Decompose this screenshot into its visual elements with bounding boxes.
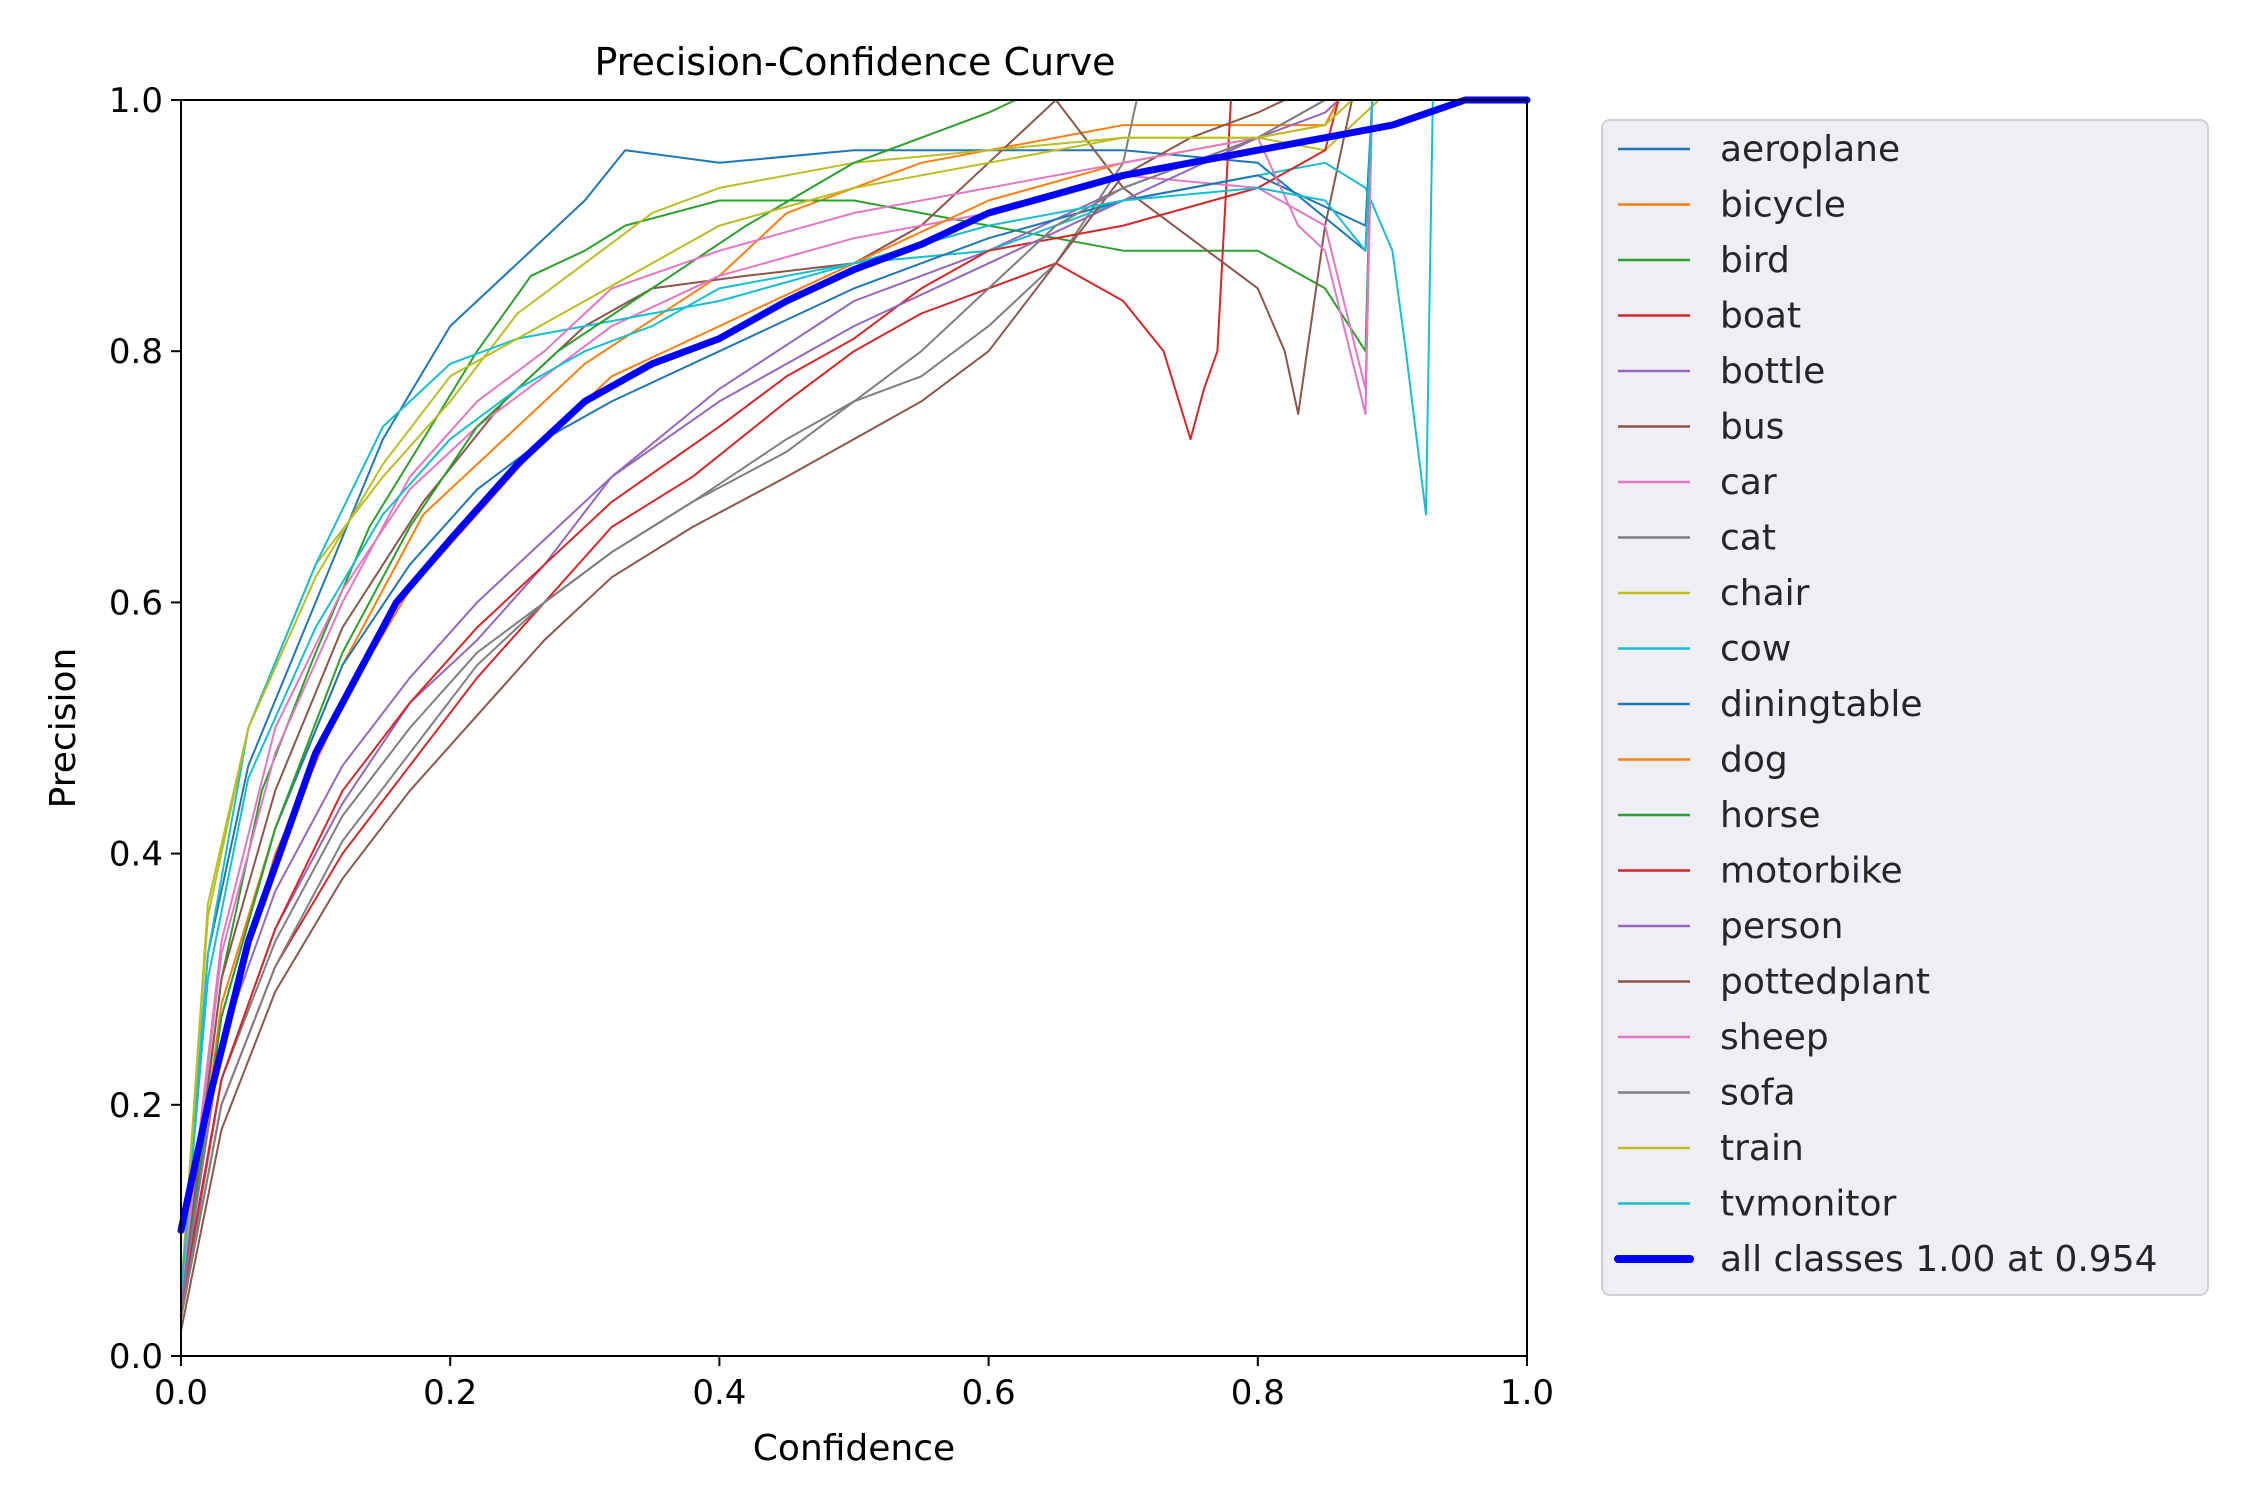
x-tick-label: 0.8: [1231, 1373, 1285, 1413]
legend-box: [1601, 119, 2209, 1296]
legend-label: chair: [1720, 573, 1810, 614]
legend-label: bird: [1720, 240, 1790, 281]
legend-label: sofa: [1720, 1073, 1796, 1114]
y-tick-label: 0.8: [109, 332, 163, 372]
plot-lines: [177, 96, 1531, 1332]
series-line-bird: [180, 99, 1528, 1295]
legend-label: diningtable: [1720, 684, 1923, 725]
plot-frame: [180, 99, 1528, 1357]
series-line-train: [180, 99, 1528, 1295]
legend-label: pottedplant: [1720, 962, 1930, 1003]
y-axis-label: Precision: [43, 648, 84, 809]
series-line-motorbike: [180, 99, 1528, 1307]
legend-label: person: [1720, 906, 1843, 947]
legend-label: aeroplane: [1720, 129, 1900, 170]
legend-label: cat: [1720, 518, 1776, 559]
legend-label: bottle: [1720, 351, 1825, 392]
legend-label: horse: [1720, 795, 1821, 836]
y-tick-label: 0.4: [109, 835, 163, 875]
y-tick-label: 0.6: [109, 583, 163, 623]
legend-label: bus: [1720, 407, 1784, 448]
x-tick-label: 1.0: [1500, 1373, 1554, 1413]
series-line-boat: [180, 99, 1528, 1320]
legend-label: boat: [1720, 296, 1801, 337]
series-line-sheep: [180, 99, 1528, 1295]
x-tick-label: 0.6: [962, 1373, 1016, 1413]
series-line-horse: [180, 99, 1528, 1307]
x-tick-label: 0.0: [154, 1373, 208, 1413]
y-tick-label: 0.2: [109, 1086, 163, 1126]
series-line-diningtable: [180, 99, 1528, 1307]
y-axis-ticks: 0.0 0.2 0.4 0.6 0.8 1.0: [109, 81, 181, 1377]
legend-label: bicycle: [1720, 185, 1846, 226]
legend-label: cow: [1720, 629, 1791, 670]
series-line-bottle: [180, 99, 1528, 1307]
series-line-tvmonitor: [180, 99, 1528, 1295]
legend-label: dog: [1720, 740, 1788, 781]
chart-title: Precision-Confidence Curve: [594, 40, 1115, 84]
y-tick-label: 1.0: [109, 81, 163, 121]
legend-label: train: [1720, 1128, 1804, 1169]
legend: aeroplane bicycle bird boat bottle bus car cat c…: [1601, 119, 2209, 1296]
y-tick-label: 0.0: [109, 1337, 163, 1377]
x-tick-label: 0.2: [423, 1373, 477, 1413]
x-tick-label: 0.4: [692, 1373, 746, 1413]
x-axis-label: Confidence: [753, 1428, 955, 1469]
series-line-all-classes-1-00-at-0-954: [177, 96, 1531, 1234]
legend-label: motorbike: [1720, 851, 1903, 892]
legend-label: tvmonitor: [1720, 1184, 1896, 1225]
legend-label: sheep: [1720, 1017, 1829, 1058]
legend-label: car: [1720, 462, 1777, 503]
x-axis-ticks: 0.0 0.2 0.4 0.6 0.8 1.0: [154, 1356, 1554, 1413]
series-line-car: [180, 99, 1528, 1295]
legend-items: aeroplane bicycle bird boat bottle bus car cat c…: [1614, 129, 2158, 1280]
legend-label: all classes 1.00 at 0.954: [1720, 1239, 2158, 1280]
